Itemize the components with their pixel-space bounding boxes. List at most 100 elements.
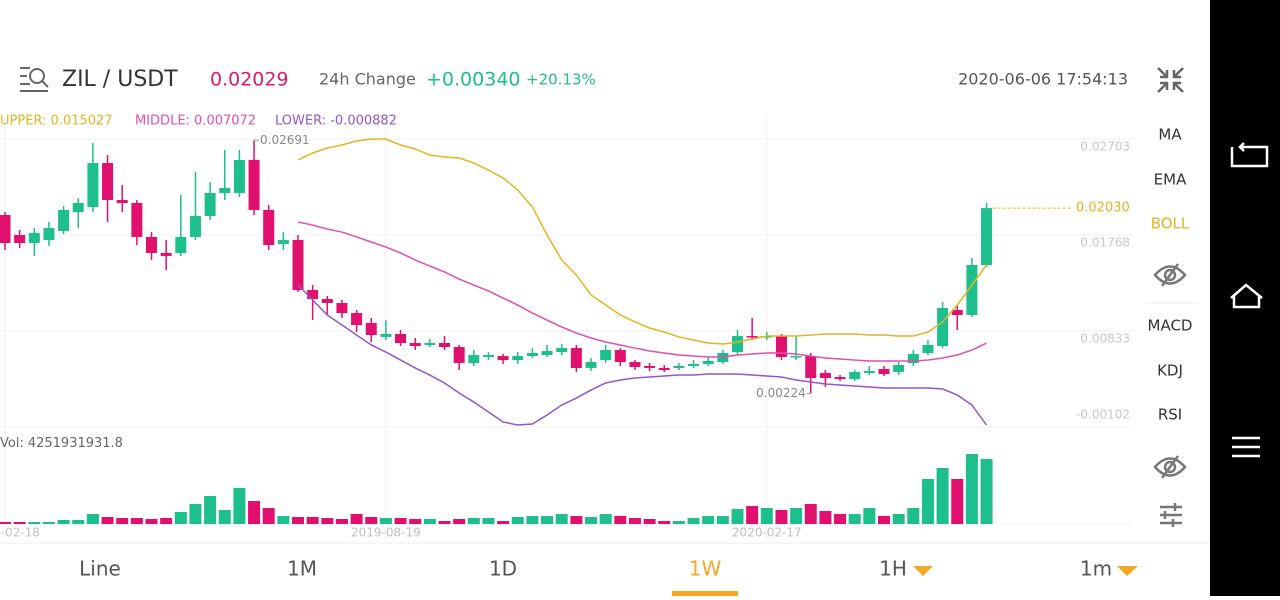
candle-body bbox=[600, 350, 612, 361]
candle-body bbox=[87, 163, 99, 207]
volume-bar bbox=[57, 519, 70, 524]
volume-bar bbox=[218, 509, 231, 524]
tab-1m[interactable]: 1M bbox=[287, 557, 317, 581]
volume-bar bbox=[72, 519, 85, 524]
candle-body bbox=[732, 336, 743, 353]
candle-body bbox=[233, 159, 245, 194]
last-price: 0.02029 bbox=[210, 69, 289, 91]
volume-bar bbox=[467, 518, 480, 524]
volume-bar bbox=[672, 521, 685, 524]
volume-bar bbox=[790, 508, 803, 524]
candle-body bbox=[146, 236, 157, 253]
collapse-icon[interactable] bbox=[1157, 67, 1184, 93]
candle-body bbox=[14, 235, 26, 244]
volume-label-value: 4251931931.8 bbox=[28, 436, 123, 451]
bollinger-line bbox=[297, 221, 987, 362]
volume-bar bbox=[702, 516, 715, 524]
volume-bar bbox=[101, 516, 114, 524]
volume-bar bbox=[555, 514, 568, 524]
volume-bar bbox=[116, 518, 129, 524]
volume-bar bbox=[511, 516, 524, 524]
candle-body bbox=[819, 372, 831, 379]
app-screen: ZIL / USDT 0.02029 24h Change +0.00340 +… bbox=[0, 67, 1210, 596]
menu-button[interactable] bbox=[1232, 436, 1260, 458]
x-tick-label: 2019-08-19 bbox=[351, 526, 421, 540]
back-button[interactable] bbox=[1230, 142, 1269, 168]
volume-bar bbox=[541, 516, 554, 524]
candle-body bbox=[863, 371, 875, 373]
volume-bar bbox=[350, 514, 363, 524]
eye-icon[interactable] bbox=[1153, 263, 1187, 287]
volume-bar bbox=[628, 518, 641, 524]
volume-bar bbox=[936, 468, 949, 524]
volume-bar bbox=[13, 521, 26, 524]
volume-bar bbox=[570, 516, 583, 524]
candle-body bbox=[644, 366, 656, 368]
candle-body bbox=[116, 200, 128, 203]
volume-bar bbox=[731, 509, 744, 524]
candle-body bbox=[849, 371, 861, 380]
change-pct: +20.13% bbox=[526, 71, 596, 89]
volume-bar bbox=[189, 504, 202, 524]
volume-bar bbox=[321, 518, 334, 524]
indicator-ema[interactable]: EMA bbox=[1154, 171, 1187, 189]
change-label: 24h Change bbox=[319, 70, 416, 89]
candle-body bbox=[673, 366, 685, 368]
candle-body bbox=[922, 344, 934, 353]
volume-bar bbox=[292, 516, 304, 524]
indicator-ma[interactable]: MA bbox=[1158, 126, 1182, 144]
home-button[interactable] bbox=[1230, 283, 1263, 309]
indicator-macd[interactable]: MACD bbox=[1148, 317, 1193, 335]
volume-bar bbox=[892, 514, 905, 524]
eye-icon[interactable] bbox=[1153, 455, 1187, 479]
settings-icon[interactable] bbox=[1160, 503, 1182, 527]
volume-bar bbox=[980, 458, 993, 524]
indicator-boll[interactable]: BOLL bbox=[1151, 215, 1190, 233]
candle-body bbox=[937, 308, 949, 346]
candle-body bbox=[702, 360, 714, 364]
volume-bar bbox=[878, 516, 890, 524]
tab-line[interactable]: Line bbox=[79, 557, 121, 581]
candle-body bbox=[58, 209, 70, 232]
candle-body bbox=[204, 193, 216, 217]
volume-bar bbox=[746, 506, 759, 524]
candle-body bbox=[585, 362, 597, 368]
volume-bar bbox=[716, 516, 729, 524]
candle-body bbox=[160, 252, 172, 256]
pair-title[interactable]: ZIL / USDT bbox=[62, 67, 178, 92]
volume-bar bbox=[174, 511, 187, 524]
candle-body bbox=[497, 356, 509, 361]
candle-body bbox=[102, 163, 114, 201]
list-icon[interactable] bbox=[20, 67, 49, 92]
tab-1min[interactable]: 1m bbox=[1080, 557, 1112, 581]
legend-entry: UPPER: 0.015027 bbox=[0, 114, 113, 129]
dropdown-arrow[interactable] bbox=[913, 566, 933, 576]
indicator-kdj[interactable]: KDJ bbox=[1157, 362, 1183, 380]
candle-body bbox=[43, 228, 55, 241]
volume-bar bbox=[306, 516, 319, 524]
legend-entry: LOWER: -0.000882 bbox=[275, 114, 397, 129]
candle-body bbox=[834, 377, 846, 380]
tab-1d[interactable]: 1D bbox=[489, 557, 517, 581]
tab-1w[interactable]: 1W bbox=[689, 557, 722, 581]
tab-1h[interactable]: 1H bbox=[879, 557, 907, 581]
chart: 0.02703 0.01768 0.00833 -0.00102 2019-02-18 2… bbox=[0, 114, 1132, 540]
dropdown-arrow[interactable] bbox=[1117, 566, 1138, 576]
volume-bar bbox=[497, 521, 510, 524]
candle-body bbox=[629, 362, 641, 368]
volume-bar bbox=[599, 514, 612, 524]
volume-bar bbox=[643, 519, 656, 524]
nav-icons bbox=[1230, 142, 1269, 458]
indicator-rsi[interactable]: RSI bbox=[1158, 406, 1182, 424]
candle-body bbox=[541, 351, 553, 356]
volume-bar bbox=[86, 514, 99, 524]
volume-bar bbox=[453, 519, 466, 524]
volume-bar bbox=[863, 508, 876, 524]
volume-bar bbox=[233, 488, 246, 524]
volume-label-text: Vol: bbox=[0, 436, 24, 451]
volume-bar bbox=[907, 508, 920, 524]
candle-body bbox=[321, 298, 333, 303]
candle-body bbox=[893, 364, 905, 372]
candle-body bbox=[453, 347, 465, 364]
volume-bar bbox=[423, 519, 436, 524]
